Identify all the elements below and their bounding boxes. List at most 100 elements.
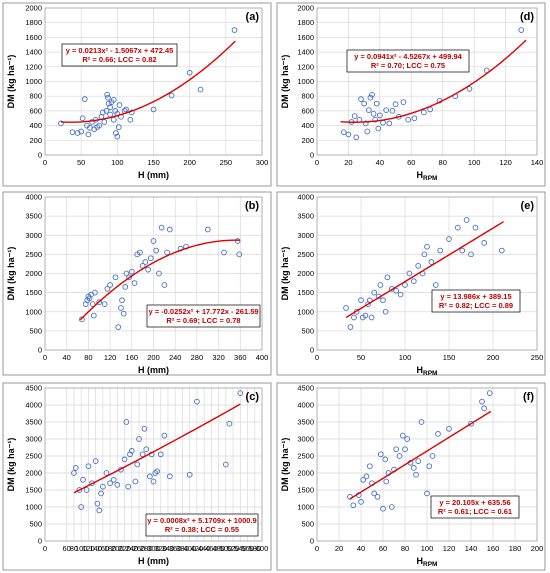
data-point	[386, 120, 393, 127]
data-point	[154, 468, 160, 475]
x-tick-label: 440	[198, 544, 211, 553]
data-point	[152, 470, 159, 476]
data-point	[113, 130, 119, 136]
data-point	[147, 473, 153, 480]
data-point	[415, 458, 422, 464]
data-point	[382, 456, 389, 463]
fit-curve	[79, 239, 241, 321]
x-tick-label: 0	[43, 158, 47, 167]
data-point	[371, 490, 378, 497]
data-point	[96, 122, 103, 129]
data-point	[428, 259, 435, 265]
x-tick-label: 200	[183, 158, 196, 167]
fit-equation: y = 20.105x + 635.56	[439, 498, 510, 507]
y-tick-label: 1800	[297, 18, 314, 27]
x-tick-label: 80	[401, 544, 409, 553]
data-point	[358, 96, 364, 102]
y-tick-label: 600	[301, 106, 314, 115]
y-tick-label: 1200	[297, 62, 314, 71]
data-point	[347, 324, 354, 330]
data-point	[81, 96, 88, 102]
data-point	[402, 446, 408, 453]
data-point	[343, 305, 349, 311]
data-point	[110, 97, 117, 103]
y-tick-label: 2000	[297, 269, 314, 278]
data-point	[107, 104, 113, 111]
y-tick-label: 1600	[297, 33, 314, 42]
x-axis-label: HRPM	[417, 170, 438, 182]
fit-stats: R² = 0.66; LCC = 0.82	[82, 55, 156, 64]
data-point	[383, 478, 390, 485]
data-point	[166, 226, 173, 233]
y-tick-label: 1000	[297, 307, 314, 316]
y-tick-label: 3000	[25, 231, 42, 240]
panel-label: (f)	[523, 391, 534, 403]
x-tick-label: 150	[147, 158, 160, 167]
x-axis-label: H (mm)	[138, 365, 169, 375]
data-point	[85, 463, 92, 470]
data-point	[147, 255, 154, 262]
data-point	[340, 129, 347, 136]
data-point	[410, 465, 417, 471]
data-point	[399, 432, 406, 439]
x-tick-label: 240	[126, 544, 139, 553]
data-point	[221, 249, 227, 256]
y-tick-label: 400	[301, 121, 314, 130]
x-tick-label: 100	[111, 158, 124, 167]
data-point	[103, 470, 110, 476]
data-point	[123, 270, 130, 277]
data-point	[115, 324, 122, 330]
y-tick-label: 1800	[25, 18, 42, 27]
x-axis-label: HRPM	[417, 365, 438, 377]
x-tick-label: 500	[220, 544, 233, 553]
data-point	[486, 390, 493, 396]
y-tick-label: 500	[29, 520, 42, 529]
y-tick-label: 1000	[297, 503, 314, 512]
data-point	[58, 120, 64, 127]
y-tick-label: 1500	[25, 486, 42, 495]
x-tick-label: 80	[84, 353, 92, 362]
x-tick-label: 360	[234, 353, 247, 362]
x-tick-label: 250	[531, 353, 544, 362]
fit-stats: R² = 0.69; LCC = 0.78	[166, 316, 240, 325]
y-tick-label: 1500	[297, 288, 314, 297]
y-tick-label: 800	[29, 92, 42, 101]
data-point	[437, 247, 444, 254]
data-point	[350, 502, 357, 509]
data-point	[418, 419, 425, 425]
x-tick-label: 0	[43, 353, 47, 362]
data-point	[429, 453, 436, 459]
chart-panel-c: 0 500 1000 1500 2000 2500 3000 3500 4000 4500 0 608…	[2, 382, 272, 571]
data-point	[114, 133, 121, 140]
data-point	[137, 249, 143, 256]
data-point	[397, 291, 404, 298]
data-point	[479, 398, 485, 405]
fit-curve	[345, 221, 504, 319]
y-tick-label: 400	[29, 121, 42, 130]
data-point	[353, 134, 360, 141]
data-point	[150, 238, 157, 244]
x-tick-label: 180	[104, 544, 117, 553]
data-point	[141, 425, 148, 432]
data-point	[197, 86, 204, 93]
y-tick-label: 1400	[25, 48, 42, 57]
fit-stats: R² = 0.61; LCC = 0.61	[438, 507, 512, 516]
data-point	[368, 314, 375, 321]
panel-border	[276, 191, 546, 376]
fit-curve	[349, 410, 492, 500]
y-tick-label: 2000	[25, 269, 42, 278]
data-point	[134, 461, 141, 468]
data-point	[435, 431, 441, 437]
fit-curve	[340, 39, 527, 123]
data-point	[118, 305, 124, 311]
x-tick-label: 380	[176, 544, 189, 553]
chart-panel-f: 0 500 1000 1500 2000 2500 3000 3500 4000 4500 0 20 4…	[276, 382, 546, 571]
x-tick-label: 20	[344, 158, 352, 167]
x-tick-label: 180	[509, 544, 522, 553]
data-point	[377, 112, 383, 119]
x-tick-label: 560	[241, 544, 254, 553]
x-tick-label: 40	[63, 353, 71, 362]
y-tick-label: 3000	[297, 231, 314, 240]
y-axis-label: DM (kg ha⁻¹)	[6, 247, 16, 301]
